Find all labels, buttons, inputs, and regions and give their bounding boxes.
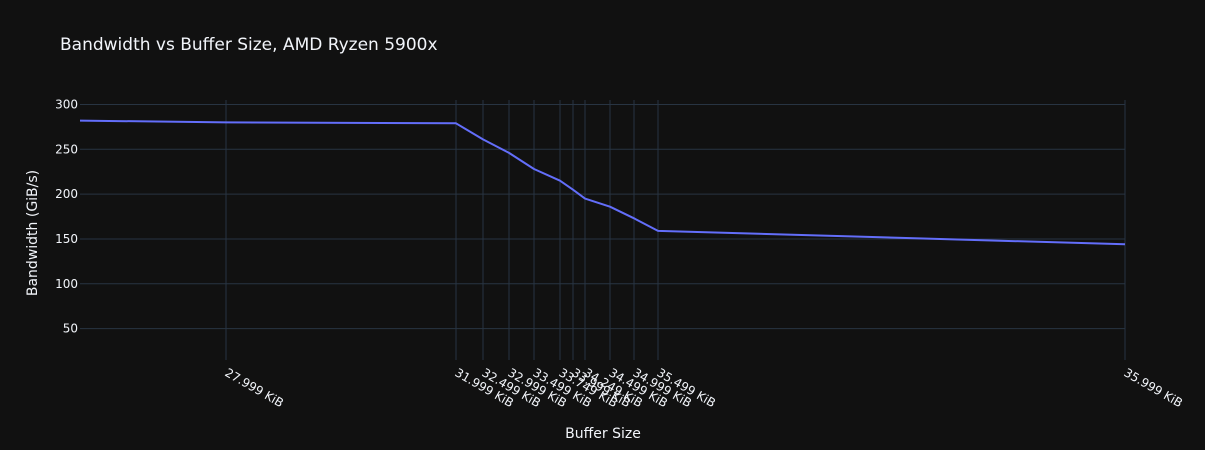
series-line bbox=[79, 119, 1126, 246]
y-axis-title: Bandwidth (GiB/s) bbox=[25, 170, 41, 296]
y-tick-label: 100 bbox=[55, 277, 78, 291]
y-tick-label: 250 bbox=[55, 142, 78, 156]
y-tick-label: 200 bbox=[55, 187, 78, 201]
y-tick-label: 300 bbox=[55, 97, 78, 111]
y-tick-label: 150 bbox=[55, 232, 78, 246]
x-axis-title: Buffer Size bbox=[565, 426, 641, 442]
y-axis: 50 100 150 200 250 300 bbox=[55, 97, 78, 335]
chart-title: Bandwidth vs Buffer Size, AMD Ryzen 5900… bbox=[60, 35, 438, 55]
series-layer bbox=[79, 119, 1126, 246]
grid bbox=[80, 100, 1126, 360]
y-tick-label: 50 bbox=[63, 322, 78, 336]
